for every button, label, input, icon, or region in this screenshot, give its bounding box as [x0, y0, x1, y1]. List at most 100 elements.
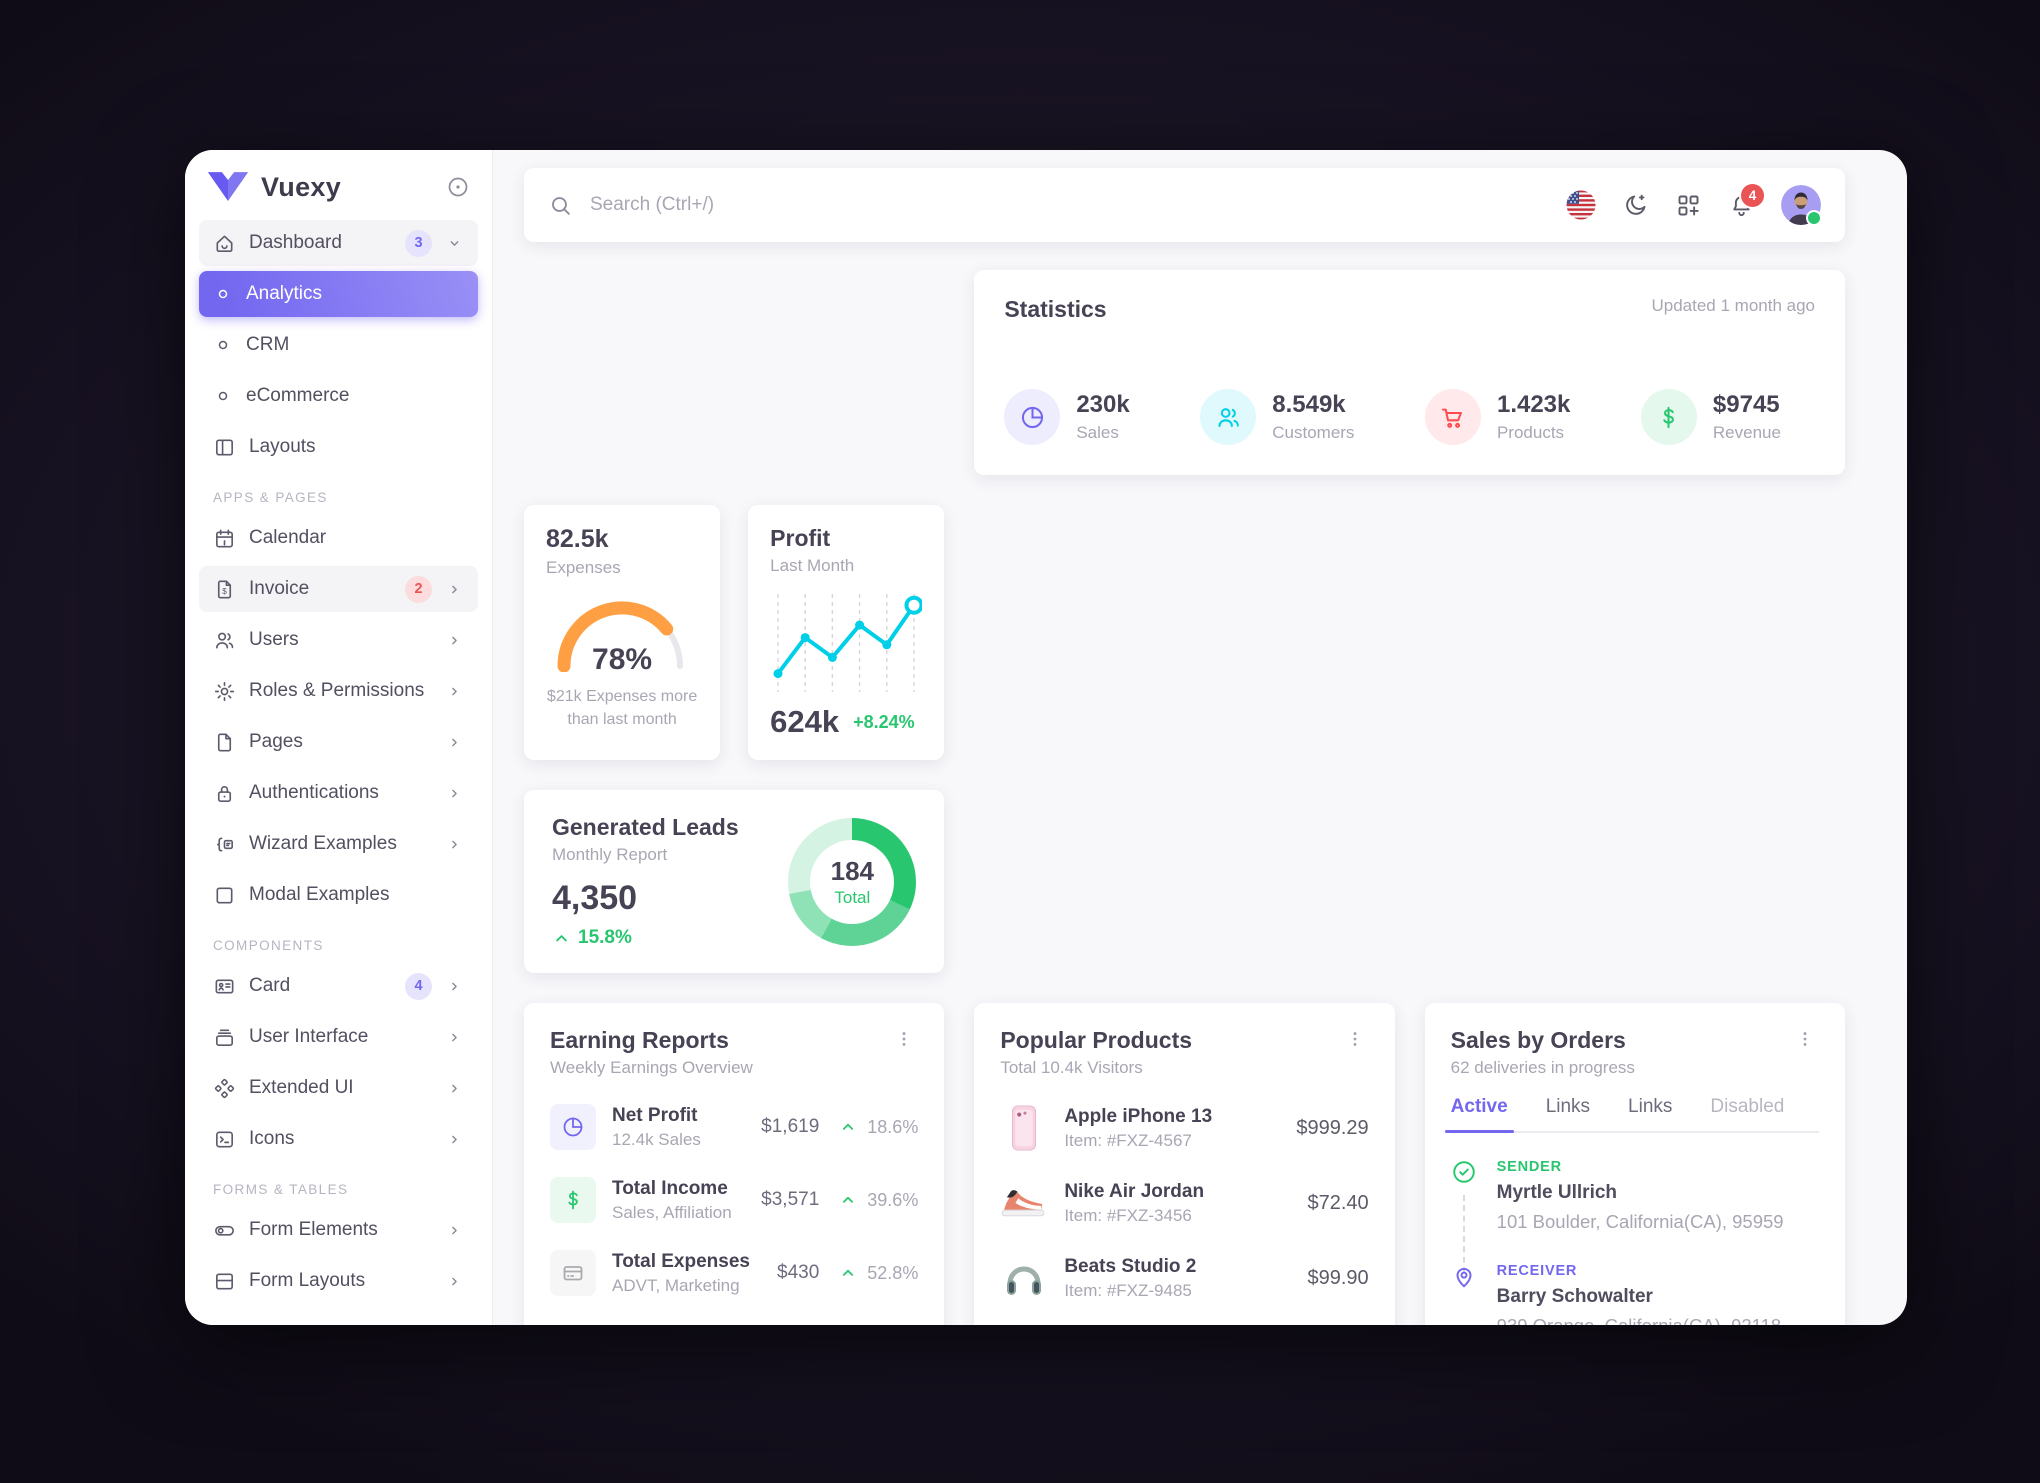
- sidebar-item-users[interactable]: Users: [199, 617, 478, 663]
- expenses-value: 82.5k: [546, 525, 609, 553]
- kebab-menu-icon[interactable]: [890, 1027, 918, 1056]
- shoe-image: [1000, 1179, 1048, 1227]
- stat-label: Revenue: [1712, 423, 1781, 442]
- user-avatar[interactable]: [1781, 185, 1822, 226]
- svg-text:$: $: [222, 586, 227, 595]
- popular-products-card: Popular Products Total 10.4k Visitors Ap…: [974, 1003, 1395, 1325]
- row-amount: $1,619: [761, 1116, 820, 1137]
- expenses-card: 82.5k Expenses 78% $21k Expenses more th…: [524, 505, 721, 760]
- notifications-button[interactable]: 4: [1728, 181, 1766, 219]
- tab-disabled[interactable]: Disabled: [1710, 1096, 1785, 1117]
- expenses-note: $21k Expenses more than last month: [546, 688, 698, 729]
- sidebar-section-forms-tables: FORMS & TABLES: [213, 1182, 349, 1197]
- chevron-right-icon: [445, 733, 464, 752]
- product-row-nike: Nike Air Jordan Item: #FXZ-3456 $72.40: [1000, 1179, 1369, 1227]
- sidebar-item-card[interactable]: Card 4: [199, 963, 478, 1009]
- sidebar-item-calendar[interactable]: Calendar: [199, 515, 478, 561]
- product-item: Item: #FXZ-3456: [1064, 1205, 1192, 1225]
- profit-card: Profit Last Month 624k +8.24%: [748, 505, 945, 760]
- notification-badge: 4: [1739, 181, 1766, 209]
- sidebar-item-form-layouts[interactable]: Form Layouts: [199, 1258, 478, 1304]
- earning-row-total-expenses: Total Expenses ADVT, Marketing $430 52.8…: [550, 1250, 918, 1296]
- sidebar-item-label: Users: [249, 629, 299, 650]
- tab-active[interactable]: Active: [1444, 1096, 1514, 1133]
- sidebar-item-extended-ui[interactable]: Extended UI: [199, 1065, 478, 1111]
- brand-logo[interactable]: Vuexy: [199, 166, 478, 220]
- topbar: 4: [524, 168, 1845, 242]
- sidebar-item-crm[interactable]: CRM: [199, 322, 478, 368]
- stat-label: Sales: [1076, 423, 1119, 442]
- sidebar-item-label: Form Layouts: [249, 1270, 366, 1291]
- chevron-right-icon: [445, 631, 464, 650]
- row-title: Total Income: [612, 1177, 728, 1199]
- product-name: Apple iPhone 13: [1064, 1105, 1213, 1127]
- sidebar-item-wizard-examples[interactable]: Wizard Examples: [199, 821, 478, 867]
- shortcuts-button[interactable]: [1675, 192, 1702, 219]
- circle-dot-icon: [448, 177, 468, 197]
- search-icon[interactable]: [548, 193, 573, 218]
- chevron-right-icon: [445, 784, 464, 803]
- profit-value: 624k: [770, 704, 840, 739]
- sidebar-item-pages[interactable]: Pages: [199, 719, 478, 765]
- profit-change: +8.24%: [853, 711, 915, 732]
- sender-block: SENDER Myrtle Ullrich 101 Boulder, Calif…: [1451, 1159, 1819, 1273]
- leads-change-value: 15.8%: [578, 927, 632, 948]
- radio-circle-icon: [213, 335, 233, 355]
- dollar-icon: [550, 1177, 596, 1223]
- sidebar-item-dashboard[interactable]: Dashboard 3: [199, 220, 478, 266]
- sidebar-item-analytics[interactable]: Analytics: [199, 271, 478, 317]
- chevron-right-icon: [445, 1079, 464, 1098]
- sidebar-item-label: CRM: [246, 334, 290, 355]
- kebab-menu-icon[interactable]: [1341, 1027, 1369, 1056]
- sidebar-item-ecommerce[interactable]: eCommerce: [199, 373, 478, 419]
- sidebar-item-label: Extended UI: [249, 1077, 354, 1098]
- chevron-right-icon: [445, 1028, 464, 1047]
- earning-row-total-income: Total Income Sales, Affiliation $3,571 3…: [550, 1177, 918, 1223]
- stat-label: Products: [1496, 423, 1565, 442]
- profit-title: Profit: [770, 525, 831, 551]
- expenses-gauge: 78%: [547, 588, 697, 677]
- brand-name: Vuexy: [261, 171, 342, 202]
- sidebar-item-invoice[interactable]: $ Invoice 2: [199, 566, 478, 612]
- route-connector: [1462, 1195, 1465, 1273]
- tab-links-1[interactable]: Links: [1545, 1096, 1591, 1117]
- tab-links-2[interactable]: Links: [1628, 1096, 1673, 1117]
- sender-name: Myrtle Ullrich: [1496, 1182, 1618, 1203]
- products-subtitle: Total 10.4k Visitors: [1000, 1058, 1143, 1077]
- trend-up-icon: [839, 1264, 857, 1282]
- chevron-right-icon: [445, 682, 464, 701]
- sidebar-item-roles-permissions[interactable]: Roles & Permissions: [199, 668, 478, 714]
- stat-label: Customers: [1272, 423, 1355, 442]
- sidebar-item-icons[interactable]: Icons: [199, 1116, 478, 1162]
- cart-icon: [1424, 389, 1481, 445]
- sidebar-item-label: Icons: [249, 1128, 295, 1149]
- shipment-track: SENDER Myrtle Ullrich 101 Boulder, Calif…: [1451, 1159, 1819, 1325]
- donut-center-value: 184: [830, 855, 875, 886]
- statistics-title: Statistics: [1004, 296, 1107, 322]
- layout-bottom-icon: [213, 1270, 236, 1293]
- sidebar-item-form-elements[interactable]: Form Elements: [199, 1207, 478, 1253]
- sidebar-item-modal-examples[interactable]: Modal Examples: [199, 872, 478, 918]
- chevron-down-icon: [445, 234, 464, 253]
- search-input[interactable]: [588, 193, 1152, 217]
- sidebar-pin-toggle[interactable]: [446, 175, 470, 199]
- receiver-address: 939 Orange, California(CA), 92118: [1497, 1315, 1819, 1325]
- dark-mode-button[interactable]: [1622, 192, 1649, 219]
- stat-products: 1.423k Products: [1424, 389, 1570, 445]
- moon-icon: [1626, 194, 1646, 215]
- chevron-right-icon: [445, 1221, 464, 1240]
- sidebar-item-user-interface[interactable]: User Interface: [199, 1014, 478, 1060]
- product-row-beats: Beats Studio 2 Item: #FXZ-9485 $99.90: [1000, 1254, 1369, 1302]
- kebab-menu-icon[interactable]: [1791, 1027, 1819, 1056]
- profit-line-chart: [773, 594, 923, 692]
- stat-value: 8.549k: [1272, 391, 1346, 418]
- sidebar-item-label: Dashboard: [249, 232, 342, 253]
- online-status-dot: [1806, 210, 1822, 226]
- orders-title: Sales by Orders: [1450, 1027, 1626, 1053]
- receiver-block: RECEIVER Barry Schowalter 939 Orange, Ca…: [1451, 1263, 1819, 1325]
- sidebar-item-layouts[interactable]: Layouts: [199, 424, 478, 470]
- language-flag-button[interactable]: [1566, 190, 1596, 220]
- sidebar-item-authentications[interactable]: Authentications: [199, 770, 478, 816]
- app-window: Vuexy Dashboard 3: [185, 150, 1907, 1325]
- credit-card-icon: [550, 1250, 596, 1296]
